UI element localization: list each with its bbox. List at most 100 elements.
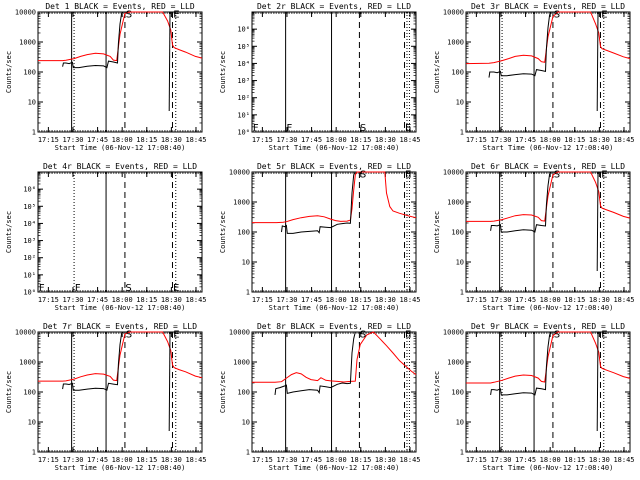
y-tick-label: 10	[28, 419, 36, 427]
x-tick-label: 18:30	[161, 136, 182, 144]
y-tick-label: 1	[460, 289, 464, 297]
chart-panel-9: Det 9r BLACK = Events, RED = LLD Counts/s…	[433, 322, 635, 472]
flag-marker-s: S	[554, 9, 560, 20]
x-tick-label: 17:30	[276, 296, 297, 304]
x-tick-label: 17:30	[490, 296, 511, 304]
y-tick-label: 1	[460, 129, 464, 137]
x-tick-label: 18:30	[375, 456, 396, 464]
x-tick-label: 17:45	[301, 136, 322, 144]
event-rate-line	[490, 171, 552, 233]
y-tick-label: 1000	[447, 39, 464, 47]
x-tick-label: 18:30	[161, 456, 182, 464]
x-tick-label: 18:00	[112, 296, 133, 304]
flag-marker-s: S	[126, 9, 132, 20]
chart-panel-2: Det 2r BLACK = Events, RED = LLD Counts/s…	[219, 2, 421, 152]
x-axis-label: Start Time (06-Nov-12 17:08:40)	[269, 464, 400, 472]
x-tick-label: 17:30	[62, 296, 83, 304]
y-tick-label: 10000	[15, 9, 36, 17]
flag-marker-f: F	[75, 283, 81, 294]
y-tick-label: 10⁶	[237, 26, 250, 34]
lld-rate-line	[466, 171, 631, 222]
x-tick-label: 18:30	[589, 296, 610, 304]
x-tick-label: 18:45	[185, 136, 206, 144]
x-tick-label: 17:45	[301, 296, 322, 304]
x-tick-label: 17:45	[515, 296, 536, 304]
y-tick-label: 10²	[23, 254, 36, 262]
x-tick-label: 17:30	[62, 136, 83, 144]
flag-marker-s: S	[360, 123, 366, 134]
x-tick-label: 18:00	[540, 296, 561, 304]
flag-marker-s: S	[125, 283, 131, 294]
x-tick-label: 18:00	[112, 136, 133, 144]
y-tick-label: 10⁵	[23, 203, 36, 211]
flag-marker-e: E	[173, 9, 179, 20]
chart-panel-8: Det 8r BLACK = Events, RED = LLD Counts/s…	[219, 322, 421, 472]
y-tick-label: 100	[237, 389, 250, 397]
x-tick-label: 17:15	[38, 456, 59, 464]
x-tick-label: 18:45	[613, 456, 634, 464]
x-tick-label: 17:15	[466, 296, 487, 304]
x-axis-label: Start Time (06-Nov-12 17:08:40)	[55, 464, 186, 472]
x-tick-label: 18:15	[564, 296, 585, 304]
x-axis-label: Start Time (06-Nov-12 17:08:40)	[269, 304, 400, 312]
y-tick-label: 10	[242, 419, 250, 427]
event-rate-line	[168, 11, 171, 112]
y-tick-label: 10³	[23, 237, 36, 245]
y-tick-label: 100	[451, 389, 464, 397]
x-tick-label: 17:30	[276, 136, 297, 144]
x-tick-label: 17:15	[252, 456, 273, 464]
y-tick-label: 10³	[237, 77, 250, 85]
flag-marker-e: E	[405, 169, 411, 180]
y-tick-label: 10	[456, 259, 464, 267]
y-tick-label: 10000	[443, 329, 464, 337]
chart-panel-4: Det 4r BLACK = Events, RED = LLD Counts/s…	[5, 162, 207, 312]
x-tick-label: 18:45	[399, 136, 420, 144]
chart-title: Det 6r BLACK = Events, RED = LLD	[471, 162, 625, 171]
x-tick-label: 18:45	[613, 296, 634, 304]
y-tick-label: 10¹	[23, 271, 36, 279]
lld-rate-line	[466, 331, 631, 384]
event-rate-line	[62, 331, 124, 391]
y-tick-label: 1000	[447, 359, 464, 367]
chart-panel-3: Det 3r BLACK = Events, RED = LLD Counts/s…	[433, 2, 635, 152]
chart-panel-5: Det 5r BLACK = Events, RED = LLD Counts/s…	[219, 162, 421, 312]
x-tick-label: 18:30	[375, 296, 396, 304]
x-tick-label: 18:15	[350, 296, 371, 304]
plot-frame	[251, 331, 417, 453]
x-tick-label: 17:30	[62, 456, 83, 464]
x-tick-label: 18:00	[112, 456, 133, 464]
y-tick-label: 100	[23, 69, 36, 77]
chart-panel-7: Det 7r BLACK = Events, RED = LLD Counts/s…	[5, 322, 207, 472]
x-tick-label: 18:00	[540, 136, 561, 144]
x-tick-label: 18:30	[161, 296, 182, 304]
x-tick-label: 18:45	[613, 136, 634, 144]
y-tick-label: 100	[451, 69, 464, 77]
x-tick-label: 18:45	[185, 296, 206, 304]
flag-marker-e: E	[601, 9, 607, 20]
x-tick-label: 17:30	[276, 456, 297, 464]
y-tick-label: 1	[32, 129, 36, 137]
y-tick-label: 1000	[233, 359, 250, 367]
y-tick-label: 10000	[229, 329, 250, 337]
event-rate-line	[281, 171, 356, 234]
y-axis-label: Counts/sec	[219, 371, 227, 413]
x-tick-label: 18:00	[326, 296, 347, 304]
event-rate-line	[490, 331, 552, 396]
event-rate-line	[488, 11, 552, 78]
x-tick-label: 18:15	[564, 136, 585, 144]
y-tick-label: 10¹	[237, 111, 250, 119]
x-tick-label: 18:30	[589, 456, 610, 464]
flag-marker-s: S	[554, 169, 560, 180]
lld-rate-line	[252, 331, 417, 383]
y-tick-label: 10⁴	[23, 220, 36, 228]
y-axis-label: Counts/sec	[5, 371, 13, 413]
plot-frame	[37, 171, 203, 293]
y-axis-label: Counts/sec	[433, 211, 441, 253]
y-tick-label: 10⁴	[237, 60, 250, 68]
x-tick-label: 17:45	[301, 456, 322, 464]
chart-title: Det 9r BLACK = Events, RED = LLD	[471, 322, 625, 331]
y-tick-label: 1000	[233, 199, 250, 207]
flag-marker-f: F	[253, 123, 259, 134]
lld-rate-line	[252, 171, 417, 224]
y-tick-label: 1000	[19, 359, 36, 367]
